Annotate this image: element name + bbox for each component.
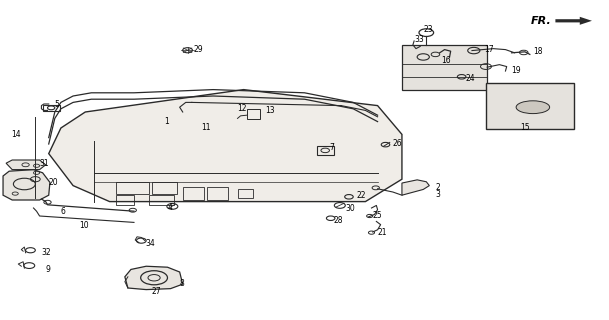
Text: 30: 30 [345,204,355,213]
Polygon shape [3,170,50,200]
Bar [247,109,260,119]
Text: 14: 14 [11,130,21,139]
Text: 31: 31 [40,159,49,168]
Text: FR.: FR. [530,16,551,26]
Bar [402,45,487,90]
Polygon shape [49,90,402,202]
Text: 26: 26 [393,139,403,148]
Text: 22: 22 [356,191,366,200]
Text: 28: 28 [334,216,343,225]
Text: 4: 4 [167,203,172,212]
Text: 32: 32 [41,248,51,257]
Text: 7: 7 [329,143,334,152]
Text: 15: 15 [521,124,530,132]
Bar [183,187,204,200]
Text: 18: 18 [533,47,543,56]
Text: 25: 25 [373,211,382,220]
Text: 8: 8 [180,279,185,288]
Text: 29: 29 [194,45,203,54]
Bar [116,182,149,194]
Polygon shape [6,160,46,170]
Text: 5: 5 [55,100,60,109]
Text: 13: 13 [265,106,275,115]
Bar [149,195,174,205]
Text: 10: 10 [79,221,89,230]
Text: 21: 21 [378,228,387,237]
Text: 19: 19 [512,66,521,75]
Text: 27: 27 [151,287,161,296]
Bar [238,189,253,198]
Polygon shape [125,266,183,290]
Text: 17: 17 [484,45,494,54]
Bar [317,146,334,155]
FancyArrow shape [555,17,592,25]
Text: 23: 23 [423,25,433,34]
Ellipse shape [516,101,549,114]
Text: 3: 3 [435,190,440,199]
Text: 12: 12 [238,104,247,113]
Text: 33: 33 [414,36,424,44]
Bar [116,195,134,205]
Bar [152,182,177,194]
FancyBboxPatch shape [486,83,574,129]
Text: 9: 9 [46,265,51,274]
Text: 6: 6 [61,207,66,216]
Text: 34: 34 [145,239,155,248]
Text: 2: 2 [435,183,440,192]
Text: 1: 1 [164,117,169,126]
Polygon shape [402,180,429,195]
Text: 20: 20 [49,178,58,187]
Text: 11: 11 [201,124,211,132]
Bar [43,105,60,111]
Text: 16: 16 [442,56,451,65]
Bar [207,187,228,200]
Text: 24: 24 [466,74,476,83]
